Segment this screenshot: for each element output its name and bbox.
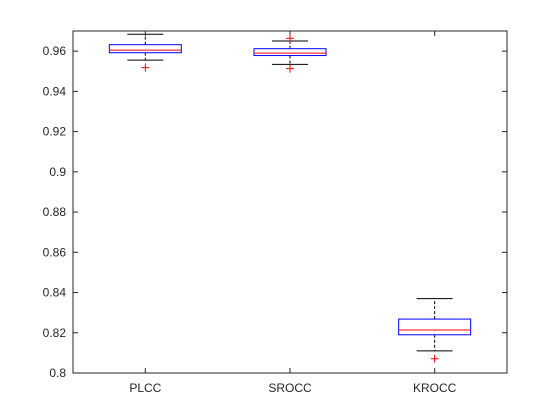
outlier-marker — [286, 34, 294, 43]
outlier-marker — [430, 354, 439, 363]
box-krocc — [398, 318, 472, 336]
plot-area — [72, 30, 508, 374]
y-tick-label: 0.8 — [49, 366, 66, 380]
x-tick-label: KROCC — [413, 381, 457, 395]
y-tick-label: 0.96 — [43, 44, 67, 58]
outlier-marker — [141, 63, 150, 72]
x-tick-label: PLCC — [129, 381, 161, 395]
y-tick-label: 0.94 — [43, 84, 67, 98]
chart-marks: 0.8 0.82 0.84 0.86 0.88 0.9 0.92 0.94 0.96 PLCC SR… — [43, 31, 507, 395]
box-plcc — [108, 44, 182, 54]
outlier-marker — [286, 64, 294, 73]
y-tick-label: 0.9 — [49, 165, 66, 179]
y-tick-label: 0.92 — [43, 125, 67, 139]
y-tick-label: 0.82 — [43, 326, 67, 340]
y-tick-label: 0.88 — [43, 205, 67, 219]
y-tick-label: 0.84 — [43, 286, 67, 300]
x-tick-label: SROCC — [268, 381, 312, 395]
box-srocc — [253, 48, 327, 57]
y-tick-label: 0.86 — [43, 245, 67, 259]
